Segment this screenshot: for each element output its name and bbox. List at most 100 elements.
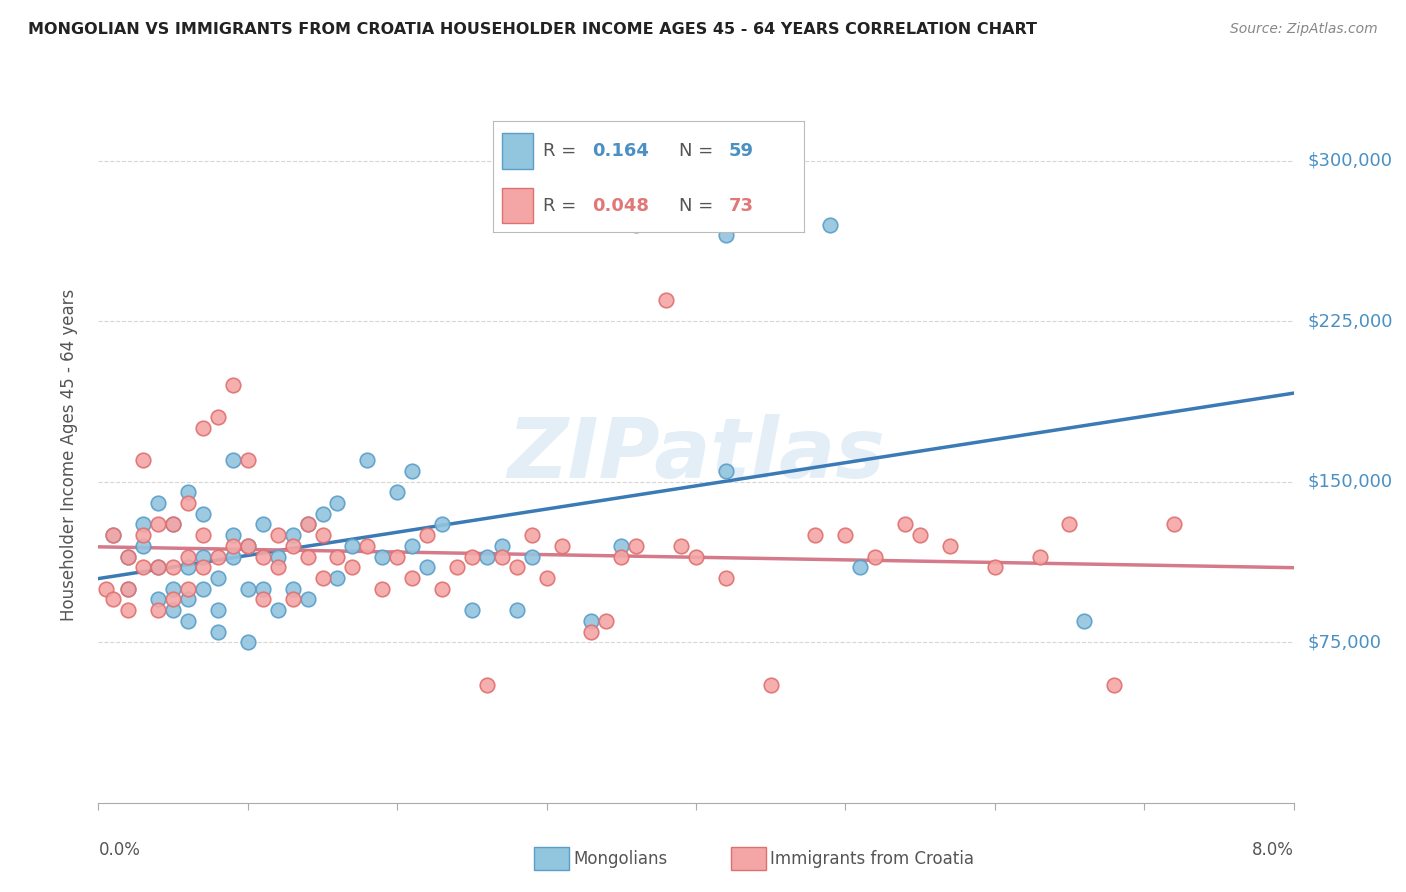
Point	[416, 528, 439, 542]
Point	[236, 582, 259, 596]
Point	[342, 539, 364, 553]
Point	[595, 614, 617, 628]
Point	[222, 453, 245, 467]
Point	[267, 528, 290, 542]
Point	[371, 549, 394, 564]
Point	[252, 592, 274, 607]
Text: $75,000: $75,000	[1308, 633, 1382, 651]
Point	[983, 560, 1005, 574]
Point	[207, 571, 229, 585]
Point	[281, 582, 304, 596]
Text: $225,000: $225,000	[1308, 312, 1393, 330]
Point	[162, 592, 184, 607]
Point	[117, 582, 139, 596]
Point	[356, 453, 378, 467]
Point	[191, 560, 214, 574]
Point	[177, 582, 200, 596]
Point	[252, 549, 274, 564]
Text: 73: 73	[728, 196, 754, 215]
Point	[297, 549, 319, 564]
Point	[94, 582, 117, 596]
Point	[222, 528, 245, 542]
Point	[416, 560, 439, 574]
Point	[669, 539, 692, 553]
Point	[103, 592, 125, 607]
Text: 59: 59	[728, 142, 754, 160]
Point	[148, 560, 170, 574]
Point	[148, 603, 170, 617]
Point	[908, 528, 931, 542]
Point	[820, 218, 842, 232]
Point	[506, 560, 529, 574]
Point	[132, 560, 155, 574]
Point	[236, 539, 259, 553]
Text: ZIPatlas: ZIPatlas	[508, 415, 884, 495]
Point	[177, 592, 200, 607]
Point	[132, 528, 155, 542]
Point	[222, 539, 245, 553]
Point	[624, 218, 647, 232]
Point	[132, 453, 155, 467]
Point	[207, 603, 229, 617]
Text: $150,000: $150,000	[1308, 473, 1392, 491]
Point	[1163, 517, 1185, 532]
Point	[207, 624, 229, 639]
Text: N =: N =	[679, 142, 713, 160]
Point	[939, 539, 962, 553]
Point	[610, 549, 633, 564]
Point	[1073, 614, 1095, 628]
Point	[177, 485, 200, 500]
Point	[281, 528, 304, 542]
Text: 0.164: 0.164	[592, 142, 650, 160]
Point	[191, 421, 214, 435]
Point	[655, 293, 678, 307]
Text: Source: ZipAtlas.com: Source: ZipAtlas.com	[1230, 22, 1378, 37]
Point	[252, 517, 274, 532]
Point	[281, 539, 304, 553]
Text: Mongolians: Mongolians	[574, 850, 668, 868]
Point	[401, 539, 423, 553]
Point	[401, 571, 423, 585]
Point	[430, 517, 453, 532]
Point	[191, 528, 214, 542]
Point	[520, 549, 543, 564]
Point	[297, 592, 319, 607]
Point	[162, 517, 184, 532]
Text: R =: R =	[543, 196, 576, 215]
Bar	[502, 187, 533, 223]
Point	[581, 624, 603, 639]
Point	[311, 571, 333, 585]
Point	[401, 464, 423, 478]
Point	[311, 507, 333, 521]
Point	[491, 549, 513, 564]
Text: N =: N =	[679, 196, 713, 215]
Point	[714, 464, 737, 478]
Text: 0.0%: 0.0%	[98, 841, 141, 859]
Point	[356, 539, 378, 553]
Point	[297, 517, 319, 532]
Point	[311, 528, 333, 542]
Point	[222, 378, 245, 392]
Point	[177, 496, 200, 510]
Point	[804, 528, 827, 542]
Point	[610, 539, 633, 553]
Point	[148, 592, 170, 607]
Point	[685, 549, 707, 564]
Point	[267, 603, 290, 617]
Point	[491, 539, 513, 553]
Point	[326, 496, 349, 510]
Point	[236, 635, 259, 649]
Point	[475, 678, 498, 692]
Point	[550, 539, 572, 553]
Point	[117, 549, 139, 564]
Point	[236, 453, 259, 467]
Point	[207, 549, 229, 564]
Point	[177, 614, 200, 628]
Point	[148, 496, 170, 510]
Point	[759, 678, 782, 692]
Text: $300,000: $300,000	[1308, 152, 1392, 169]
Point	[326, 549, 349, 564]
Point	[148, 517, 170, 532]
Point	[191, 507, 214, 521]
Bar	[502, 133, 533, 169]
